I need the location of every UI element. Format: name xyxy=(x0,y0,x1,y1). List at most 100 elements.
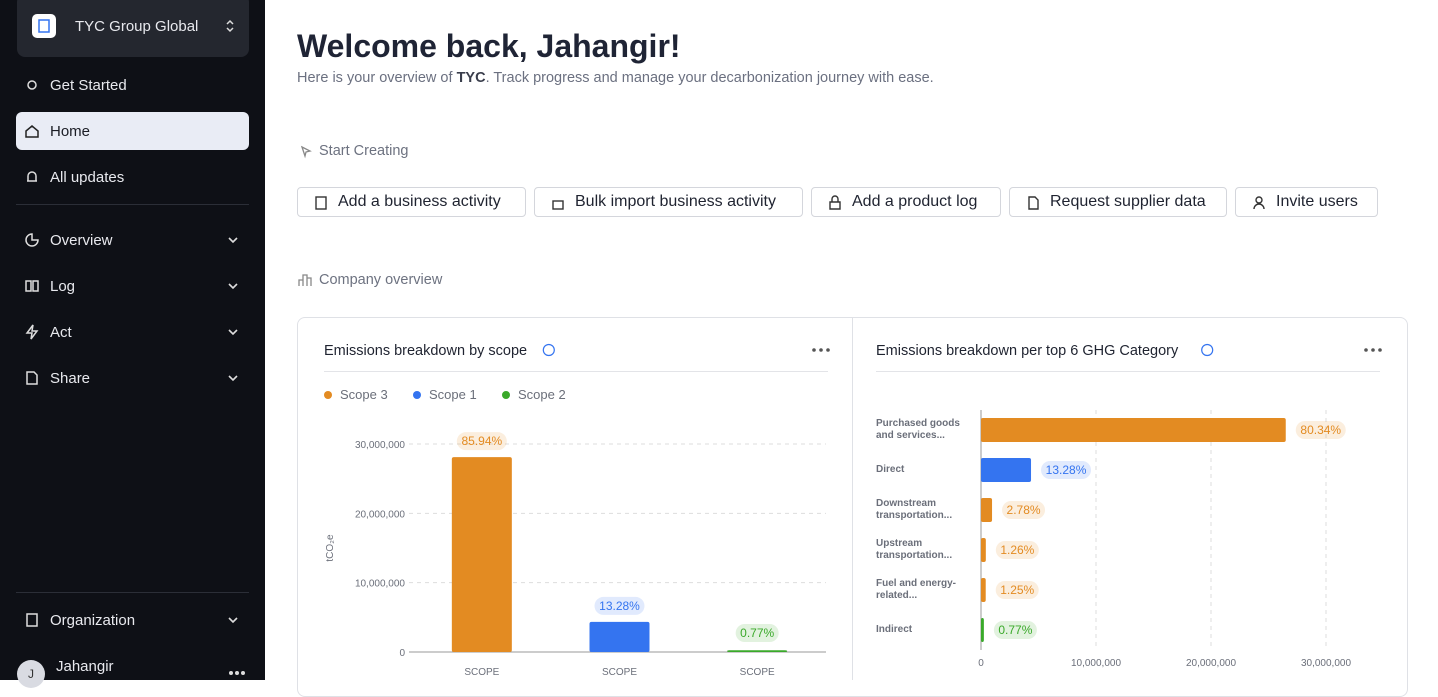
section-text: Company overview xyxy=(319,272,443,288)
user-menu[interactable] xyxy=(228,670,246,676)
action-button[interactable]: Bulk import business activity xyxy=(534,187,803,217)
more-dot[interactable] xyxy=(812,348,816,352)
nav-item[interactable]: Get Started xyxy=(16,66,249,104)
user-name: Jahangir xyxy=(56,658,114,675)
charts: Emissions breakdown by scope Scope 3 Scope… xyxy=(324,318,1382,680)
more-dot[interactable] xyxy=(819,348,823,352)
share-label: 0.77% xyxy=(998,623,1032,637)
nav-icon xyxy=(26,371,38,385)
nav-label: Organization xyxy=(50,611,136,629)
share-pill xyxy=(1002,501,1046,519)
nav-icon xyxy=(25,125,39,138)
org-icon xyxy=(32,14,56,38)
share-label: 2.78% xyxy=(1007,503,1041,517)
section-text: Start Creating xyxy=(319,143,409,159)
x-tick-label: SCOPE xyxy=(464,667,499,678)
legend-swatch xyxy=(324,391,332,399)
nav-label: Share xyxy=(50,369,91,387)
share-label: 0.77% xyxy=(740,626,774,640)
share-label: 13.28% xyxy=(1046,463,1087,477)
more-dot[interactable] xyxy=(1378,348,1382,352)
share-label: 1.25% xyxy=(1000,583,1034,597)
bar xyxy=(981,498,993,522)
y-tick-label: 0 xyxy=(399,648,405,659)
separator xyxy=(16,204,249,205)
nav-item[interactable]: Overview xyxy=(16,221,249,259)
bar xyxy=(981,418,1286,442)
button-label: Request supplier data xyxy=(1050,193,1206,210)
section-icon xyxy=(300,145,312,159)
sidebar: TYC Group Global Get Started Home All up… xyxy=(0,0,265,688)
nav-icon xyxy=(27,171,37,182)
chevron xyxy=(228,283,238,290)
bar xyxy=(981,618,984,642)
org-switcher[interactable]: TYC Group Global xyxy=(17,0,249,57)
nav-item[interactable]: Act xyxy=(16,313,249,351)
action-button[interactable]: Add a product log xyxy=(811,187,1001,217)
x-tick-label: SCOPE xyxy=(740,667,775,678)
legend-label: Scope 2 xyxy=(518,387,566,402)
nav-icon xyxy=(27,80,37,90)
button-label: Add a product log xyxy=(852,193,978,210)
share-label: 80.34% xyxy=(1300,423,1341,437)
nav-item[interactable]: Log xyxy=(16,267,249,305)
nav-icon xyxy=(25,233,39,247)
page-title: Welcome back, Jahangir! xyxy=(297,28,681,64)
share-pill xyxy=(735,624,779,642)
nav-label: Overview xyxy=(50,231,113,249)
button-icon xyxy=(829,195,841,210)
section-label: Start Creating xyxy=(297,143,408,159)
share-label: 13.28% xyxy=(599,599,640,613)
share-label: 1.26% xyxy=(1000,543,1034,557)
nav-label: Home xyxy=(50,122,91,140)
button-label: Bulk import business activity xyxy=(575,193,776,210)
y-tick-label: 30,000,000 xyxy=(355,440,405,451)
share-pill xyxy=(995,541,1039,559)
x-tick-label: 20,000,000 xyxy=(1186,658,1236,669)
subtitle-company: TYC xyxy=(456,70,486,86)
nav-label: Act xyxy=(50,323,72,341)
category-label: Purchased goods and services... xyxy=(876,418,960,441)
bar xyxy=(451,457,512,652)
nav-item[interactable]: Organization xyxy=(16,601,249,639)
chevron xyxy=(228,375,238,382)
page-subtitle: Here is your overview of TYC. Track prog… xyxy=(297,70,934,86)
section-label: Company overview xyxy=(297,272,442,288)
category-label: Downstream transportation... xyxy=(876,498,953,521)
action-button[interactable]: Add a business activity xyxy=(297,187,526,217)
button-label: Add a business activity xyxy=(338,193,501,210)
category-label: Indirect xyxy=(876,624,913,635)
org-icon-svg xyxy=(38,19,50,33)
share-label: 85.94% xyxy=(461,434,502,448)
button-icon xyxy=(552,200,564,210)
action-button[interactable]: Request supplier data xyxy=(1009,187,1227,217)
x-tick-label: 30,000,000 xyxy=(1301,658,1351,669)
more-dot[interactable] xyxy=(826,348,830,352)
nav-item[interactable]: All updates xyxy=(16,158,249,196)
category-label: Upstream transportation... xyxy=(876,538,953,561)
bar xyxy=(727,650,788,652)
info-icon xyxy=(1201,343,1214,357)
bar xyxy=(981,538,986,562)
subtitle-text: . Track progress and manage your decarbo… xyxy=(485,70,934,86)
x-tick-label: SCOPE xyxy=(602,667,637,678)
nav-label: Log xyxy=(50,277,76,295)
nav-item[interactable]: Home xyxy=(16,112,249,150)
more-dot[interactable] xyxy=(1371,348,1375,352)
x-tick-label: 10,000,000 xyxy=(1071,658,1121,669)
info-icon xyxy=(542,343,555,357)
chevron xyxy=(228,329,238,336)
legend-label: Scope 3 xyxy=(340,387,388,402)
nav-label: Get Started xyxy=(50,76,127,94)
section-icon xyxy=(298,274,312,286)
button-label: Invite users xyxy=(1276,193,1358,210)
action-button[interactable]: Invite users xyxy=(1235,187,1378,217)
share-pill xyxy=(993,621,1037,639)
button-icon xyxy=(1253,196,1265,210)
share-pill xyxy=(594,596,645,615)
nav-item[interactable]: Share xyxy=(16,359,249,397)
nav-label: All updates xyxy=(50,168,125,186)
separator xyxy=(16,592,249,593)
x-tick-label: 0 xyxy=(978,658,984,669)
more-dot[interactable] xyxy=(1364,348,1368,352)
